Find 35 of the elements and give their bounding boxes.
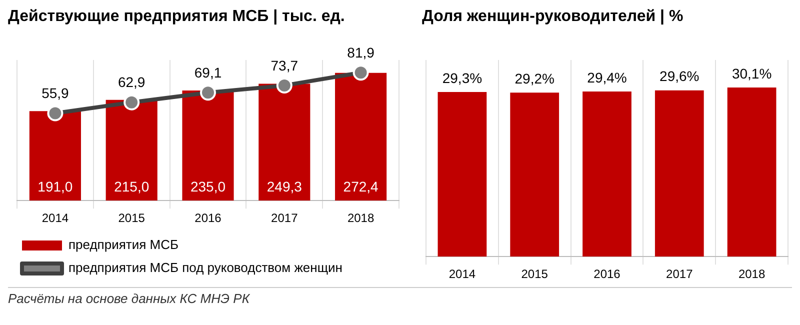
data-label: 215,0: [114, 178, 150, 194]
x-tick-label: 2017: [666, 267, 694, 282]
data-label: 62,9: [118, 74, 146, 90]
x-tick-label: 2014: [42, 211, 69, 226]
text: Расчёты на основе данных КС МНЭ РК: [8, 287, 792, 306]
data-label: 191,0: [38, 178, 73, 194]
legend-label: предприятия МСБ под руководством женщин: [68, 260, 342, 276]
data-label: 29,3%: [442, 70, 482, 86]
legend-label: предприятия МСБ: [68, 237, 178, 252]
data-label: 29,2%: [514, 70, 554, 86]
x-tick-label: 2015: [118, 211, 146, 226]
bar: [258, 84, 310, 201]
bar: [106, 100, 158, 201]
data-label: 30,1%: [732, 65, 772, 82]
bar: [335, 72, 387, 201]
data-label: 81,9: [347, 44, 375, 61]
data-label: 55,9: [42, 85, 70, 102]
x-tick-label: 2014: [448, 267, 476, 282]
x-tick-label: 2016: [194, 211, 222, 226]
data-label: 272,4: [343, 178, 379, 194]
data-label: 29,6%: [660, 68, 700, 84]
data-label: 69,1: [194, 64, 222, 81]
bar: [29, 111, 81, 201]
x-tick-label: 2018: [738, 267, 766, 282]
x-tick-label: 2018: [347, 211, 374, 226]
data-label: 73,7: [270, 57, 298, 74]
bar: [182, 90, 234, 201]
chart-title: Доля женщин-руководителей | %: [422, 8, 684, 27]
x-tick-label: 2017: [271, 211, 298, 226]
data-label: 235,0: [190, 178, 226, 194]
data-label: 29,4%: [587, 69, 627, 86]
chart-title: Действующие предприятия МСБ | тыс. ед.: [8, 8, 346, 27]
data-label: 249,3: [266, 178, 302, 194]
x-tick-label: 2016: [594, 267, 621, 282]
x-tick-label: 2015: [521, 267, 548, 282]
